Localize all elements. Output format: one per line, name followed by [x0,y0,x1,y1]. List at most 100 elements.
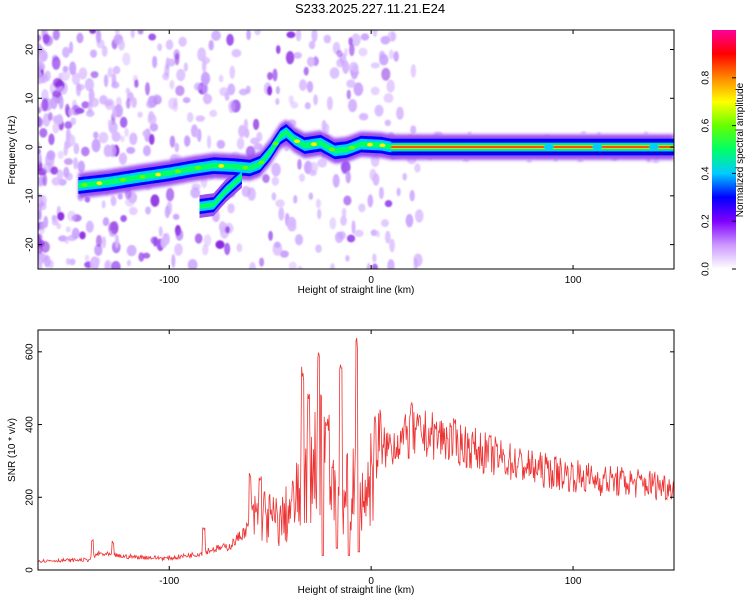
noise-speck [371,263,378,269]
noise-speck [111,260,121,269]
spectrogram-y-tick-label: 20 [25,44,36,56]
noise-speck [149,122,159,132]
noise-speck [297,265,303,269]
noise-speck [288,261,297,269]
noise-speck [89,30,97,34]
noise-speck [126,146,136,154]
noise-speck [345,255,350,262]
noise-speck [252,118,260,131]
noise-speck [643,131,649,135]
noise-speck [290,101,299,109]
spectrogram-y-tick-label: 10 [25,92,36,104]
noise-speck [57,211,65,221]
noise-speck [58,95,64,110]
noise-speck [65,172,73,181]
noise-speck [117,193,123,200]
noise-speck [317,208,322,220]
noise-speck [119,116,128,128]
noise-speck [112,109,117,118]
noise-speck [145,82,150,96]
noise-speck [329,67,340,79]
noise-speck [65,258,71,265]
noise-speck [367,194,374,208]
ridge-band [78,124,674,194]
noise-speck [299,79,307,91]
noise-speck [215,240,225,249]
noise-speck [124,197,135,207]
noise-speck [137,111,143,118]
noise-speck [148,110,155,121]
noise-speck [201,59,207,73]
noise-speck [42,162,53,173]
noise-speck [118,152,128,165]
noise-speck [115,30,120,37]
noise-speck [60,70,71,82]
noise-speck [175,228,184,241]
noise-speck [38,195,42,205]
noise-speck [370,229,378,237]
snr-y-tick-label: 0 [25,567,36,573]
colorbar-tick-label: 0.6 [701,118,712,132]
spectrogram-y-ticks: -20 -10 0 10 20 [25,44,674,252]
noise-speck [169,135,176,148]
noise-speck [326,96,333,111]
snr-y-label: SNR (10 * v/v) [7,418,18,482]
noise-speck [81,101,90,109]
noise-speck [111,131,121,142]
noise-speck [67,210,77,222]
noise-speck [389,238,395,253]
noise-speck [303,66,309,76]
noise-speck [38,34,42,42]
noise-speck [63,158,74,165]
noise-speck [50,96,58,110]
noise-speck [101,45,108,57]
noise-speck [414,163,421,173]
ridge-blob [120,178,127,182]
noise-speck [186,136,191,146]
noise-speck [376,230,381,238]
noise-speck [130,30,135,39]
noise-speck [231,48,242,58]
noise-speck [351,33,361,47]
noise-speck [275,199,285,208]
noise-speck [43,255,51,268]
noise-speck [122,52,131,66]
noise-speck [202,93,213,105]
ridge-blob [272,141,279,146]
noise-speck [343,48,349,57]
noise-speck [236,137,245,150]
noise-speck [69,258,76,266]
noise-speck [153,93,159,104]
noise-speck [200,71,211,86]
noise-speck [388,49,394,60]
noise-speck [142,252,151,259]
ridge-blob [294,139,301,144]
noise-speck [229,65,236,79]
noise-speck [120,135,125,143]
noise-speck [48,133,55,146]
noise-speck [336,49,343,58]
noise-speck [62,65,69,73]
noise-speck [227,203,235,214]
noise-speck [195,115,205,122]
noise-speck [351,64,359,73]
noise-speck [317,158,327,168]
noise-speck [336,58,345,68]
noise-speck [67,234,77,242]
noise-speck [101,236,107,249]
noise-speck [238,88,249,96]
noise-speck [158,226,163,237]
noise-speck [148,33,157,41]
noise-speck [114,234,119,249]
noise-speck [358,113,369,121]
noise-speck [384,119,391,127]
noise-speck [87,99,93,114]
noise-speck [236,243,243,253]
noise-speck [202,244,209,256]
noise-speck [250,137,260,145]
noise-speck [120,214,127,222]
noise-speck [42,174,48,187]
noise-speck [52,90,62,98]
noise-speck [330,263,335,269]
noise-speck [247,187,256,201]
